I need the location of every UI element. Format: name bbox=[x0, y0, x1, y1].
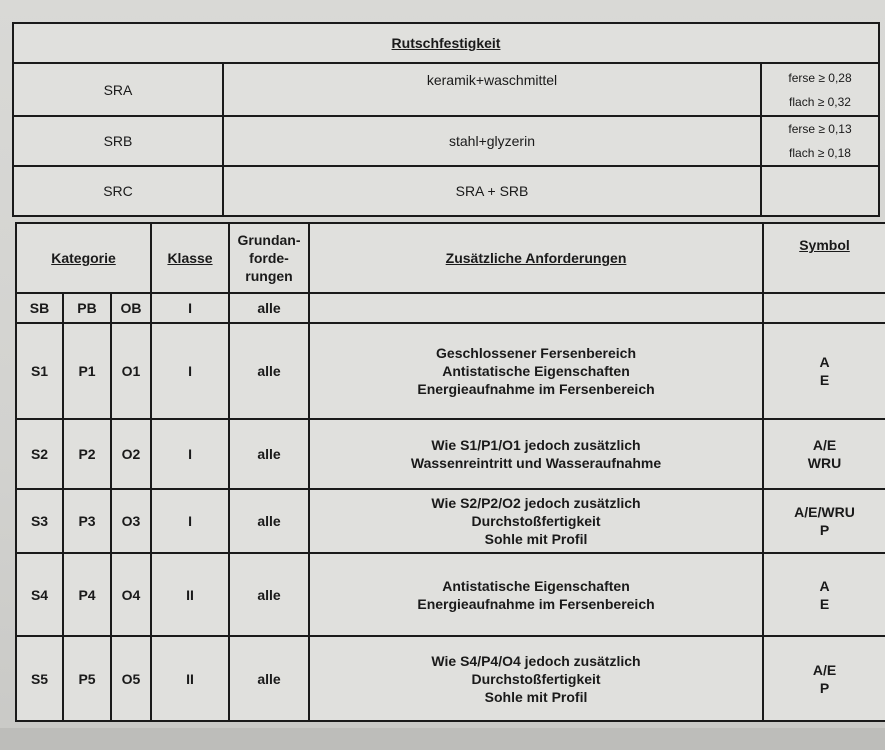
subheader-grund: alle bbox=[228, 292, 311, 324]
req-flach: flach ≥ 0,32 bbox=[789, 94, 851, 109]
cell-pb: P2 bbox=[62, 418, 112, 490]
slip-condition: stahl+glyzerin bbox=[222, 115, 762, 167]
slip-row: SRB stahl+glyzerin ferse ≥ 0,13 flach ≥ 0… bbox=[12, 115, 881, 167]
subheader-empty bbox=[762, 292, 885, 324]
category-table: Kategorie Klasse Grundan-forde-rungen Zu… bbox=[14, 222, 885, 722]
cell-pb: P1 bbox=[62, 322, 112, 420]
cell-ob: O2 bbox=[109, 418, 153, 490]
cell-klasse: I bbox=[150, 322, 231, 420]
subheader-sb: SB bbox=[15, 292, 64, 324]
cell-ob: O3 bbox=[109, 488, 153, 554]
slip-row: SRC SRA + SRB bbox=[12, 165, 881, 217]
cell-requirements: Antistatische Eigenschaften Energieaufnah… bbox=[308, 552, 765, 637]
requirement-line: Wie S1/P1/O1 jedoch zusätzlich bbox=[431, 437, 641, 453]
requirement-line: Wassenreintritt und Wasseraufnahme bbox=[410, 455, 662, 471]
cell-ob: O4 bbox=[109, 552, 153, 637]
symbol-line: P bbox=[819, 522, 830, 538]
cell-grund: alle bbox=[228, 488, 311, 554]
subheader-klasse: I bbox=[150, 292, 231, 324]
cell-sb: S5 bbox=[15, 635, 64, 722]
cell-sb: S2 bbox=[15, 418, 64, 490]
requirement-line: Wie S4/P4/O4 jedoch zusätzlich bbox=[431, 652, 641, 669]
subheader-empty bbox=[308, 292, 765, 324]
cell-grund: alle bbox=[228, 322, 311, 420]
requirement-line: Sohle mit Profil bbox=[484, 531, 588, 547]
cell-grund: alle bbox=[228, 418, 311, 490]
slip-code: SRB bbox=[12, 115, 224, 167]
symbol-line: WRU bbox=[807, 455, 842, 471]
cell-symbol: A/E WRU bbox=[762, 418, 885, 490]
cell-klasse: I bbox=[150, 488, 231, 554]
slip-code: SRA bbox=[12, 62, 224, 117]
header-klasse: Klasse bbox=[150, 222, 231, 294]
requirement-line: Energieaufnahme im Fersenbereich bbox=[417, 381, 655, 397]
cell-sb: S3 bbox=[15, 488, 64, 554]
cell-klasse: I bbox=[150, 418, 231, 490]
cell-symbol: A/E/WRU P bbox=[762, 488, 885, 554]
req-ferse: ferse ≥ 0,13 bbox=[788, 122, 852, 136]
header-line: rungen bbox=[245, 268, 293, 284]
cell-pb: P5 bbox=[62, 635, 112, 722]
slip-table-title: Rutschfestigkeit bbox=[11, 22, 881, 64]
cell-requirements: Wie S4/P4/O4 jedoch zusätzlich Durchstoßf… bbox=[308, 635, 765, 722]
requirement-line: Antistatische Eigenschaften bbox=[442, 363, 630, 379]
cell-sb: S4 bbox=[15, 552, 64, 637]
header-line: forde- bbox=[249, 250, 289, 266]
cell-requirements: Geschlossener Fersenbereich Antistatische… bbox=[308, 322, 765, 420]
header-line: Grundan- bbox=[237, 232, 301, 248]
symbol-line: A/E/WRU bbox=[794, 504, 855, 520]
cell-pb: P4 bbox=[62, 552, 112, 637]
cell-ob: O1 bbox=[109, 322, 153, 420]
subheader-pb: PB bbox=[62, 292, 112, 324]
page-edge-shadow bbox=[0, 728, 885, 750]
slip-code: SRC bbox=[12, 165, 224, 217]
requirement-line: Durchstoßfertigkeit bbox=[471, 513, 601, 529]
slip-condition: SRA + SRB bbox=[222, 165, 762, 217]
cell-klasse: II bbox=[150, 552, 231, 637]
requirement-line: Wie S2/P2/O2 jedoch zusätzlich bbox=[431, 495, 641, 511]
category-row: S4 P4 O4 II alle Antistatische Eigenschaften E… bbox=[15, 552, 885, 637]
slip-requirements: ferse ≥ 0,13 flach ≥ 0,18 bbox=[759, 115, 881, 167]
slip-resistance-table: Rutschfestigkeit SRA keramik+waschmittel… bbox=[11, 22, 881, 217]
cell-grund: alle bbox=[228, 552, 311, 637]
cell-klasse: II bbox=[150, 635, 231, 722]
requirement-line: Sohle mit Profil bbox=[484, 688, 588, 705]
symbol-line: A/E bbox=[812, 661, 837, 678]
symbol-line: A bbox=[819, 354, 830, 370]
header-zusaetzliche-anforderungen: Zusätzliche Anforderungen bbox=[308, 222, 765, 294]
requirement-line: Energieaufnahme im Fersenbereich bbox=[417, 595, 655, 612]
symbol-line: P bbox=[819, 679, 830, 696]
req-flach: flach ≥ 0,18 bbox=[789, 146, 851, 160]
requirement-line: Geschlossener Fersenbereich bbox=[436, 345, 637, 361]
symbol-line: E bbox=[819, 595, 830, 612]
slip-row: SRA keramik+waschmittel ferse ≥ 0,28 flac… bbox=[12, 62, 881, 117]
cell-grund: alle bbox=[228, 635, 311, 722]
slip-condition: keramik+waschmittel bbox=[222, 62, 762, 117]
cell-pb: P3 bbox=[62, 488, 112, 554]
cell-ob: O5 bbox=[109, 635, 153, 722]
requirement-line: Durchstoßfertigkeit bbox=[471, 670, 601, 687]
symbol-line: A/E bbox=[812, 437, 837, 453]
header-symbol: Symbol bbox=[762, 222, 885, 294]
header-kategorie: Kategorie bbox=[14, 222, 153, 294]
category-row: S5 P5 O5 II alle Wie S4/P4/O4 jedoch zusätzli… bbox=[15, 635, 885, 722]
cell-sb: S1 bbox=[15, 322, 64, 420]
slip-requirements: ferse ≥ 0,28 flach ≥ 0,32 bbox=[759, 62, 881, 117]
requirement-line: Antistatische Eigenschaften bbox=[442, 577, 630, 594]
slip-requirements bbox=[759, 165, 881, 217]
req-ferse: ferse ≥ 0,28 bbox=[788, 70, 852, 85]
cell-requirements: Wie S2/P2/O2 jedoch zusätzlich Durchstoßf… bbox=[308, 488, 765, 554]
symbol-line: E bbox=[819, 372, 830, 388]
header-grundanforderungen: Grundan-forde-rungen bbox=[228, 222, 311, 294]
cell-requirements: Wie S1/P1/O1 jedoch zusätzlich Wassenrein… bbox=[308, 418, 765, 490]
subheader-ob: OB bbox=[109, 292, 153, 324]
cell-symbol: A/E P bbox=[762, 635, 885, 722]
symbol-line: A bbox=[819, 577, 830, 594]
